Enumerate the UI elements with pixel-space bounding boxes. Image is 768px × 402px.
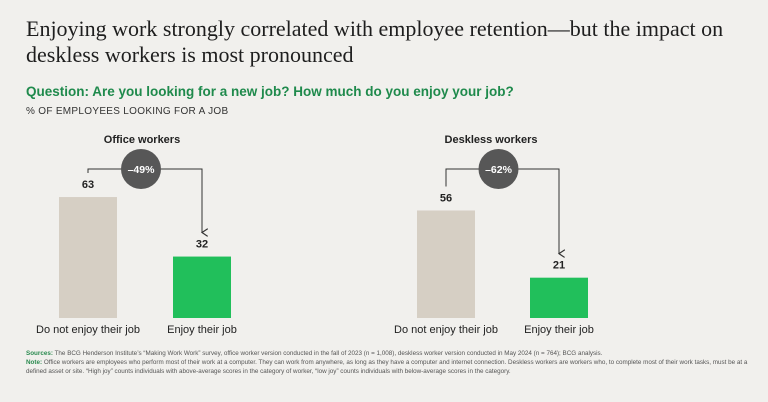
data-label: 21: [553, 260, 565, 272]
survey-question: Question: Are you looking for a new job?…: [26, 84, 514, 99]
panel-title: Deskless workers: [445, 134, 538, 146]
category-label: Do not enjoy their job: [36, 324, 140, 336]
category-label: Do not enjoy their job: [394, 324, 498, 336]
data-label: 32: [196, 239, 208, 251]
data-label: 63: [82, 179, 94, 191]
measure-label: % OF EMPLOYEES LOOKING FOR A JOB: [26, 106, 229, 117]
footnotes: Sources: The BCG Henderson Institute’s “…: [26, 349, 751, 376]
methodology-note: Note: Office workers are employees who p…: [26, 358, 751, 376]
change-label: –49%: [128, 164, 156, 176]
bar: [173, 256, 231, 318]
panel-title: Office workers: [104, 134, 180, 146]
change-badge: [478, 149, 519, 189]
chart-title: Enjoying work strongly correlated with e…: [26, 16, 724, 67]
category-label: Enjoy their job: [524, 324, 594, 336]
bar: [59, 197, 117, 318]
change-badge: [121, 149, 161, 189]
sources-label: Sources:: [26, 350, 53, 357]
charts-canvas: Office workers 63 Do not enjoy their job 32…: [36, 134, 594, 336]
bar: [417, 210, 475, 318]
data-label: 56: [440, 192, 452, 204]
note-text: Office workers are employees who perform…: [26, 359, 748, 375]
bar: [530, 277, 588, 318]
sources-text: The BCG Henderson Institute’s “Making Wo…: [52, 350, 603, 357]
category-label: Enjoy their job: [167, 324, 237, 336]
change-label: –62%: [485, 164, 513, 176]
sources-note: Sources: The BCG Henderson Institute’s “…: [26, 349, 751, 358]
note-label: Note:: [26, 359, 43, 366]
